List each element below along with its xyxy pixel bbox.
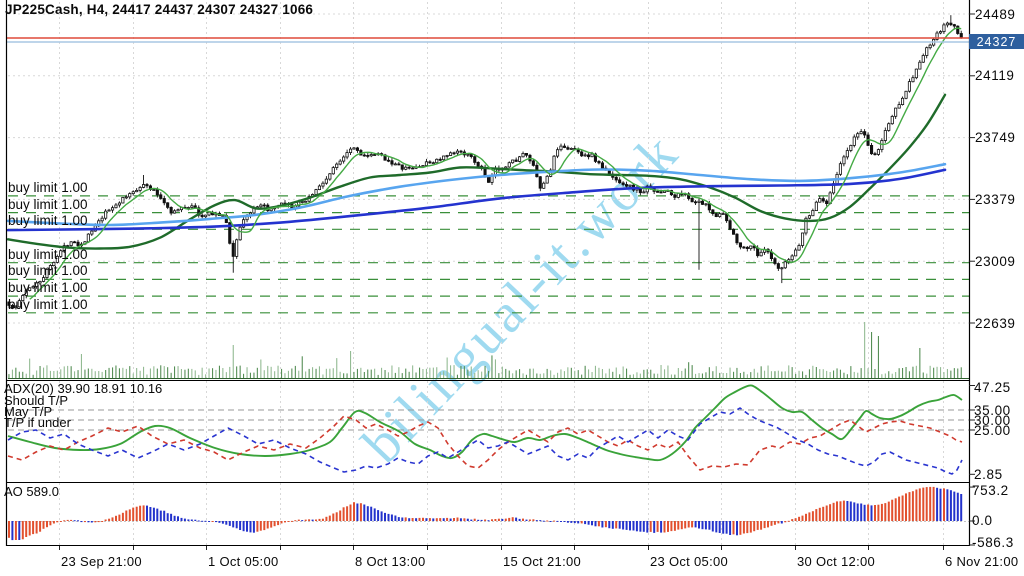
order-lines[interactable] (8, 195, 969, 314)
panel-borders (5, 0, 971, 546)
ao-bars (8, 486, 963, 541)
fast-ma (29, 27, 962, 300)
axis-ticks (59, 13, 975, 550)
sky-blue-ma (6, 162, 947, 227)
plus-di (7, 415, 963, 471)
price-lines (7, 37, 969, 43)
minus-di (7, 407, 963, 475)
current-price-badge: 24327 (969, 34, 1024, 49)
adx-series (7, 384, 963, 475)
volume-bars (8, 322, 969, 379)
gridlines (8, 2, 969, 545)
adx-main (7, 384, 963, 462)
navy-ma (6, 168, 947, 232)
